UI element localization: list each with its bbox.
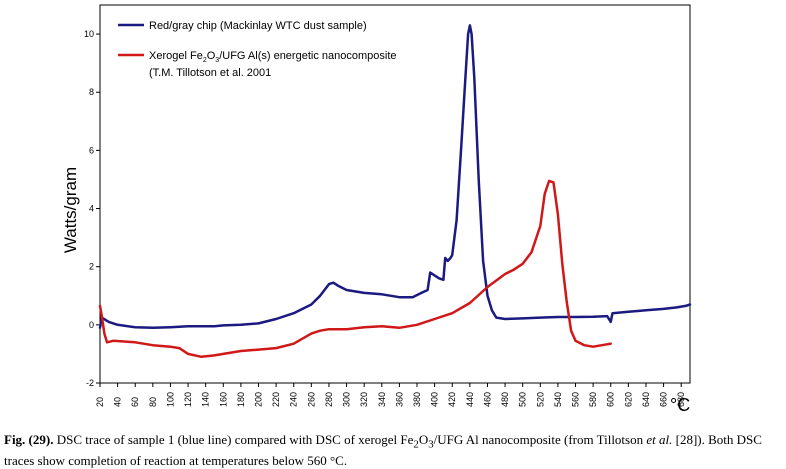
x-tick-label: 520 (535, 392, 545, 407)
x-axis: 20 40 60 80 100 120 140 160 180 200 220 240 260 280 30… (95, 383, 686, 407)
legend-label-red-line2: (T.M. Tillotson et al. 2001 (149, 67, 271, 79)
x-tick-label: 240 (289, 392, 299, 407)
x-tick-label: 140 (201, 392, 211, 407)
x-tick-label: 60 (130, 397, 140, 407)
x-tick-label: 220 (271, 392, 281, 407)
y-tick-label: 2 (89, 262, 94, 272)
x-tick-label: 400 (430, 392, 440, 407)
x-tick-label: 40 (113, 397, 123, 407)
x-tick-label: 660 (659, 392, 669, 407)
x-tick-label: 360 (394, 392, 404, 407)
x-tick-label: 340 (377, 392, 387, 407)
x-tick-label: 300 (342, 392, 352, 407)
x-tick-label: 480 (500, 392, 510, 407)
x-tick-label: 100 (165, 392, 175, 407)
x-tick-label: 200 (254, 392, 264, 407)
x-tick-label: 120 (183, 392, 193, 407)
y-tick-label: 0 (89, 320, 94, 330)
caption-label: Fig. (29). (4, 432, 54, 447)
x-tick-label: 500 (518, 392, 528, 407)
x-tick-label: 580 (588, 392, 598, 407)
y-axis-label: Watts/gram (61, 167, 80, 253)
figure-caption: Fig. (29). DSC trace of sample 1 (blue l… (4, 432, 762, 468)
x-tick-label: 560 (571, 392, 581, 407)
y-tick-label: 10 (84, 29, 94, 39)
series-line-red-gray-chip (98, 24, 692, 330)
legend-label-blue: Red/gray chip (Mackinlay WTC dust sample… (149, 20, 367, 32)
legend: Red/gray chip (Mackinlay WTC dust sample… (118, 20, 397, 79)
x-tick-label: 460 (482, 392, 492, 407)
x-tick-label: 180 (236, 392, 246, 407)
x-tick-label: 540 (553, 392, 563, 407)
x-tick-label: 640 (641, 392, 651, 407)
x-tick-label: 420 (447, 392, 457, 407)
x-tick-label: 20 (95, 397, 105, 407)
series-line-xerogel (98, 179, 612, 359)
x-tick-label: 320 (359, 392, 369, 407)
y-axis: -2 0 2 4 6 8 10 (84, 29, 100, 388)
x-tick-label: 160 (218, 392, 228, 407)
x-tick-label: 600 (606, 392, 616, 407)
plot-frame (99, 4, 691, 384)
x-axis-unit-label: °C (670, 395, 690, 415)
x-tick-label: 620 (623, 392, 633, 407)
y-tick-label: 6 (89, 145, 94, 155)
x-tick-label: 380 (412, 392, 422, 407)
y-tick-label: 8 (89, 87, 94, 97)
legend-label-red: Xerogel Fe2O3/UFG Al(s) energetic nanoco… (149, 50, 397, 64)
y-tick-label: 4 (89, 204, 94, 214)
x-tick-label: 260 (306, 392, 316, 407)
x-tick-label: 80 (148, 397, 158, 407)
y-tick-label: -2 (86, 378, 94, 388)
series-layer (98, 24, 692, 359)
x-tick-label: 680 (676, 392, 686, 407)
x-tick-label: 280 (324, 392, 334, 407)
x-tick-label: 440 (465, 392, 475, 407)
